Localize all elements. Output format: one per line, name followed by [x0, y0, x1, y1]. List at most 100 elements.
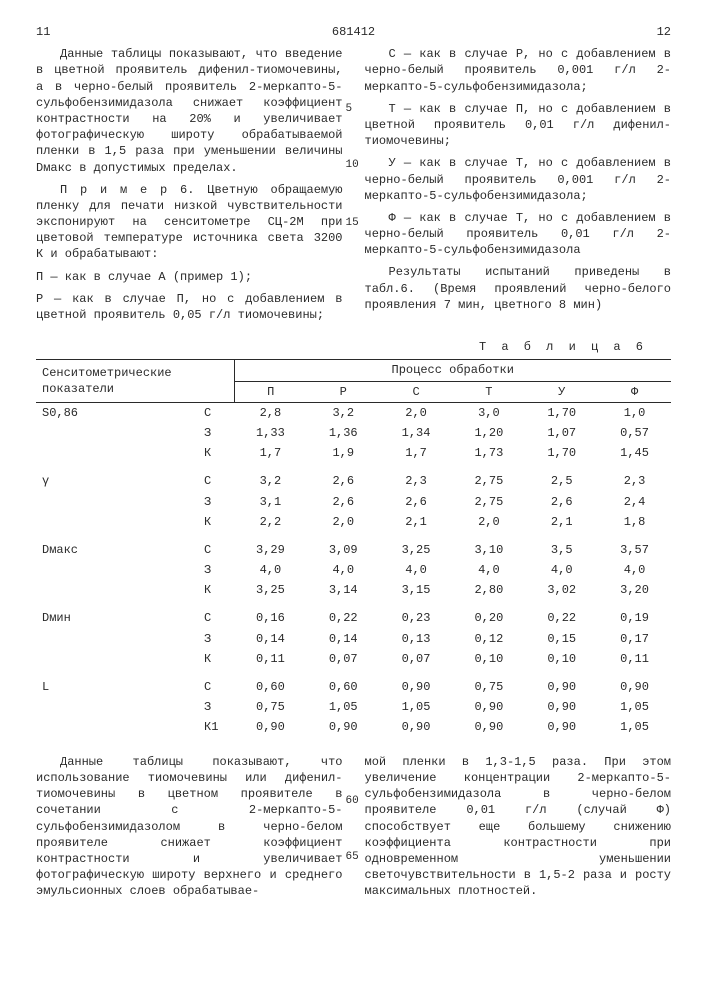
- table-col-header: П: [234, 381, 307, 402]
- table-cell: 1,20: [452, 423, 525, 443]
- row-sublabel: С: [198, 669, 234, 697]
- row-sublabel: К: [198, 512, 234, 532]
- row-sublabel: З: [198, 423, 234, 443]
- paragraph: Данные таблицы показывают, что использов…: [36, 754, 343, 900]
- table-header: Сенситометрические показатели: [36, 360, 234, 402]
- table-cell: 2,6: [307, 492, 380, 512]
- table-cell: 3,29: [234, 532, 307, 560]
- row-label: [36, 580, 198, 600]
- table-cell: 2,6: [525, 492, 598, 512]
- table-cell: 0,90: [380, 669, 453, 697]
- table-cell: 0,20: [452, 600, 525, 628]
- table-cell: 2,8: [234, 402, 307, 423]
- page-header: 11 681412 12: [36, 24, 671, 40]
- table-cell: 3,2: [307, 402, 380, 423]
- table-cell: 0,75: [452, 669, 525, 697]
- row-sublabel: К: [198, 443, 234, 463]
- row-label: Dмакс: [36, 532, 198, 560]
- row-sublabel: С: [198, 463, 234, 491]
- line-mark: 5: [346, 102, 353, 117]
- table-cell: 3,20: [598, 580, 671, 600]
- row-label: [36, 423, 198, 443]
- doc-number: 681412: [332, 24, 375, 40]
- right-column: С — как в случае Р, но с добавлением в ч…: [365, 46, 672, 329]
- table-cell: 2,75: [452, 463, 525, 491]
- row-label: L: [36, 669, 198, 697]
- table-cell: 1,33: [234, 423, 307, 443]
- table-cell: 1,8: [598, 512, 671, 532]
- row-sublabel: З: [198, 697, 234, 717]
- body-columns: 5 10 15 Данные таблицы показывают, что в…: [36, 46, 671, 329]
- table-cell: 3,15: [380, 580, 453, 600]
- table-cell: 2,0: [380, 402, 453, 423]
- table-cell: 1,05: [598, 717, 671, 737]
- line-mark: 15: [346, 216, 359, 231]
- table-cell: 4,0: [234, 560, 307, 580]
- page-num-right: 12: [657, 24, 671, 40]
- table-cell: 2,4: [598, 492, 671, 512]
- table-cell: 0,22: [525, 600, 598, 628]
- row-label: S0,86: [36, 402, 198, 423]
- paragraph: Р — как в случае П, но с добавлением в ц…: [36, 291, 343, 323]
- table-cell: 0,16: [234, 600, 307, 628]
- table-caption: Т а б л и ц а 6: [36, 339, 647, 355]
- table-col-header: Р: [307, 381, 380, 402]
- table-cell: 2,75: [452, 492, 525, 512]
- table-cell: 2,3: [598, 463, 671, 491]
- table-cell: 0,11: [598, 649, 671, 669]
- table-cell: 0,90: [525, 697, 598, 717]
- table-cell: 3,25: [380, 532, 453, 560]
- bottom-columns: 60 65 Данные таблицы показывают, что исп…: [36, 754, 671, 906]
- row-sublabel: З: [198, 492, 234, 512]
- table-cell: 3,02: [525, 580, 598, 600]
- table-cell: 1,05: [598, 697, 671, 717]
- table-cell: 2,2: [234, 512, 307, 532]
- paragraph: Ф — как в случае Т, но с добавлением в ч…: [365, 210, 672, 259]
- table-cell: 4,0: [380, 560, 453, 580]
- row-label: [36, 512, 198, 532]
- table-cell: 4,0: [452, 560, 525, 580]
- row-sublabel: К: [198, 580, 234, 600]
- row-label: [36, 717, 198, 737]
- table-cell: 2,1: [380, 512, 453, 532]
- table-cell: 1,70: [525, 443, 598, 463]
- row-label: [36, 697, 198, 717]
- table-cell: 0,90: [525, 669, 598, 697]
- table-cell: 1,07: [525, 423, 598, 443]
- paragraph: Результаты испытаний приведены в табл.6.…: [365, 264, 672, 313]
- paragraph: П — как в случае А (пример 1);: [36, 269, 343, 285]
- line-mark: 60: [346, 794, 359, 809]
- row-sublabel: С: [198, 600, 234, 628]
- table-cell: 0,11: [234, 649, 307, 669]
- table-cell: 0,22: [307, 600, 380, 628]
- table-cell: 0,12: [452, 629, 525, 649]
- table-cell: 1,9: [307, 443, 380, 463]
- table-cell: 1,7: [234, 443, 307, 463]
- table-cell: 0,90: [525, 717, 598, 737]
- table-cell: 3,14: [307, 580, 380, 600]
- bottom-right-column: мой пленки в 1,3-1,5 раза. При этом увел…: [365, 754, 672, 906]
- table-cell: 3,2: [234, 463, 307, 491]
- table-cell: 0,57: [598, 423, 671, 443]
- table-cell: 0,90: [234, 717, 307, 737]
- table-cell: 4,0: [525, 560, 598, 580]
- data-table: Сенситометрические показатели Процесс об…: [36, 359, 671, 737]
- table-cell: 0,19: [598, 600, 671, 628]
- row-label: [36, 629, 198, 649]
- paragraph: С — как в случае Р, но с добавлением в ч…: [365, 46, 672, 95]
- table-cell: 1,05: [307, 697, 380, 717]
- table-col-header: Ф: [598, 381, 671, 402]
- table-cell: 0,07: [380, 649, 453, 669]
- table-cell: 3,5: [525, 532, 598, 560]
- left-column: Данные таблицы показывают, что введение …: [36, 46, 343, 329]
- table-cell: 2,1: [525, 512, 598, 532]
- paragraph: П р и м е р 6. Цветную обращаемую пленку…: [36, 182, 343, 263]
- bottom-left-column: Данные таблицы показывают, что использов…: [36, 754, 343, 906]
- table-cell: 3,57: [598, 532, 671, 560]
- table-cell: 0,90: [380, 717, 453, 737]
- row-label: [36, 649, 198, 669]
- table-cell: 0,10: [525, 649, 598, 669]
- table-cell: 0,90: [307, 717, 380, 737]
- table-cell: 0,14: [307, 629, 380, 649]
- table-cell: 0,90: [598, 669, 671, 697]
